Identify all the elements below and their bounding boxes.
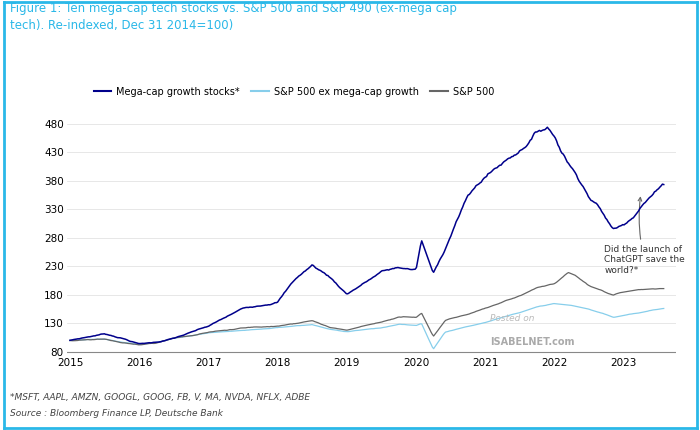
Text: tech). Re-indexed, Dec 31 2014=100): tech). Re-indexed, Dec 31 2014=100) bbox=[10, 19, 234, 32]
Text: ISABELNET.com: ISABELNET.com bbox=[490, 338, 574, 347]
Legend: Mega-cap growth stocks*, S&P 500 ex mega-cap growth, S&P 500: Mega-cap growth stocks*, S&P 500 ex mega… bbox=[90, 83, 498, 101]
Text: Did the launch of
ChatGPT save the
world?*: Did the launch of ChatGPT save the world… bbox=[604, 197, 685, 274]
Text: Posted on: Posted on bbox=[490, 314, 534, 323]
Text: *MSFT, AAPL, AMZN, GOOGL, GOOG, FB, V, MA, NVDA, NFLX, ADBE: *MSFT, AAPL, AMZN, GOOGL, GOOG, FB, V, M… bbox=[10, 393, 311, 402]
Text: Figure 1: Ten mega-cap tech stocks vs. S&P 500 and S&P 490 (ex-mega cap: Figure 1: Ten mega-cap tech stocks vs. S… bbox=[10, 2, 457, 15]
Text: Source : Bloomberg Finance LP, Deutsche Bank: Source : Bloomberg Finance LP, Deutsche … bbox=[10, 409, 223, 418]
